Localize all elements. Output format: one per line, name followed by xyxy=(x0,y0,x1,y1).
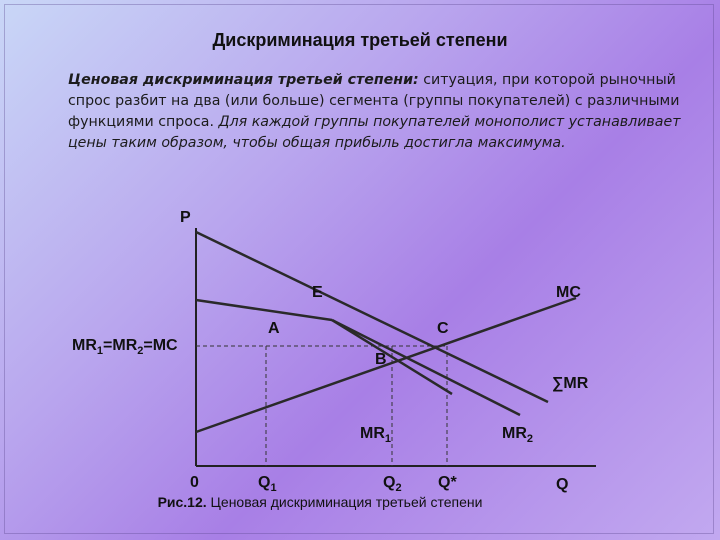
point-a-label: A xyxy=(268,320,280,337)
figure-caption: Рис.12. Ценовая дискриминация третьей ст… xyxy=(120,494,520,510)
definition-term: Ценовая дискриминация третьей степени: xyxy=(68,72,419,88)
point-b-label: B xyxy=(375,351,387,368)
figure-number: Рис.12. xyxy=(157,494,207,510)
mc-curve xyxy=(195,296,577,434)
mr1-curve xyxy=(331,318,453,396)
demand-curve-1 xyxy=(195,230,549,404)
mr2-curve xyxy=(331,318,521,417)
figure-caption-text: Ценовая дискриминация третьей степени xyxy=(206,494,483,510)
mr1-label: MR1 xyxy=(360,425,391,445)
point-c-label: C xyxy=(437,320,449,337)
mr2-label: MR2 xyxy=(502,425,533,445)
x-axis-label: Q xyxy=(556,476,568,493)
definition-emphasis: Для каждой группы покупателей монополист… xyxy=(68,114,681,151)
qstar-label: Q* xyxy=(438,474,457,491)
point-e-label: E xyxy=(312,284,323,301)
q1-label: Q1 xyxy=(258,474,277,494)
definition-paragraph: Ценовая дискриминация третьей степени: с… xyxy=(68,70,688,154)
slide-title: Дискриминация третьей степени xyxy=(212,30,508,50)
q2-label: Q2 xyxy=(383,474,402,494)
mr-equals-mc-label: MR1=MR2=MC xyxy=(72,337,178,357)
y-axis-label: P xyxy=(180,209,191,226)
definition-text: ситуация, при которой рыночный спрос раз… xyxy=(68,72,680,130)
mc-label: MC xyxy=(556,284,581,301)
origin-label: 0 xyxy=(190,474,199,491)
sum-mr-label: ∑MR xyxy=(552,375,589,392)
demand-curve-2 xyxy=(195,298,333,322)
slide-frame xyxy=(4,4,714,534)
